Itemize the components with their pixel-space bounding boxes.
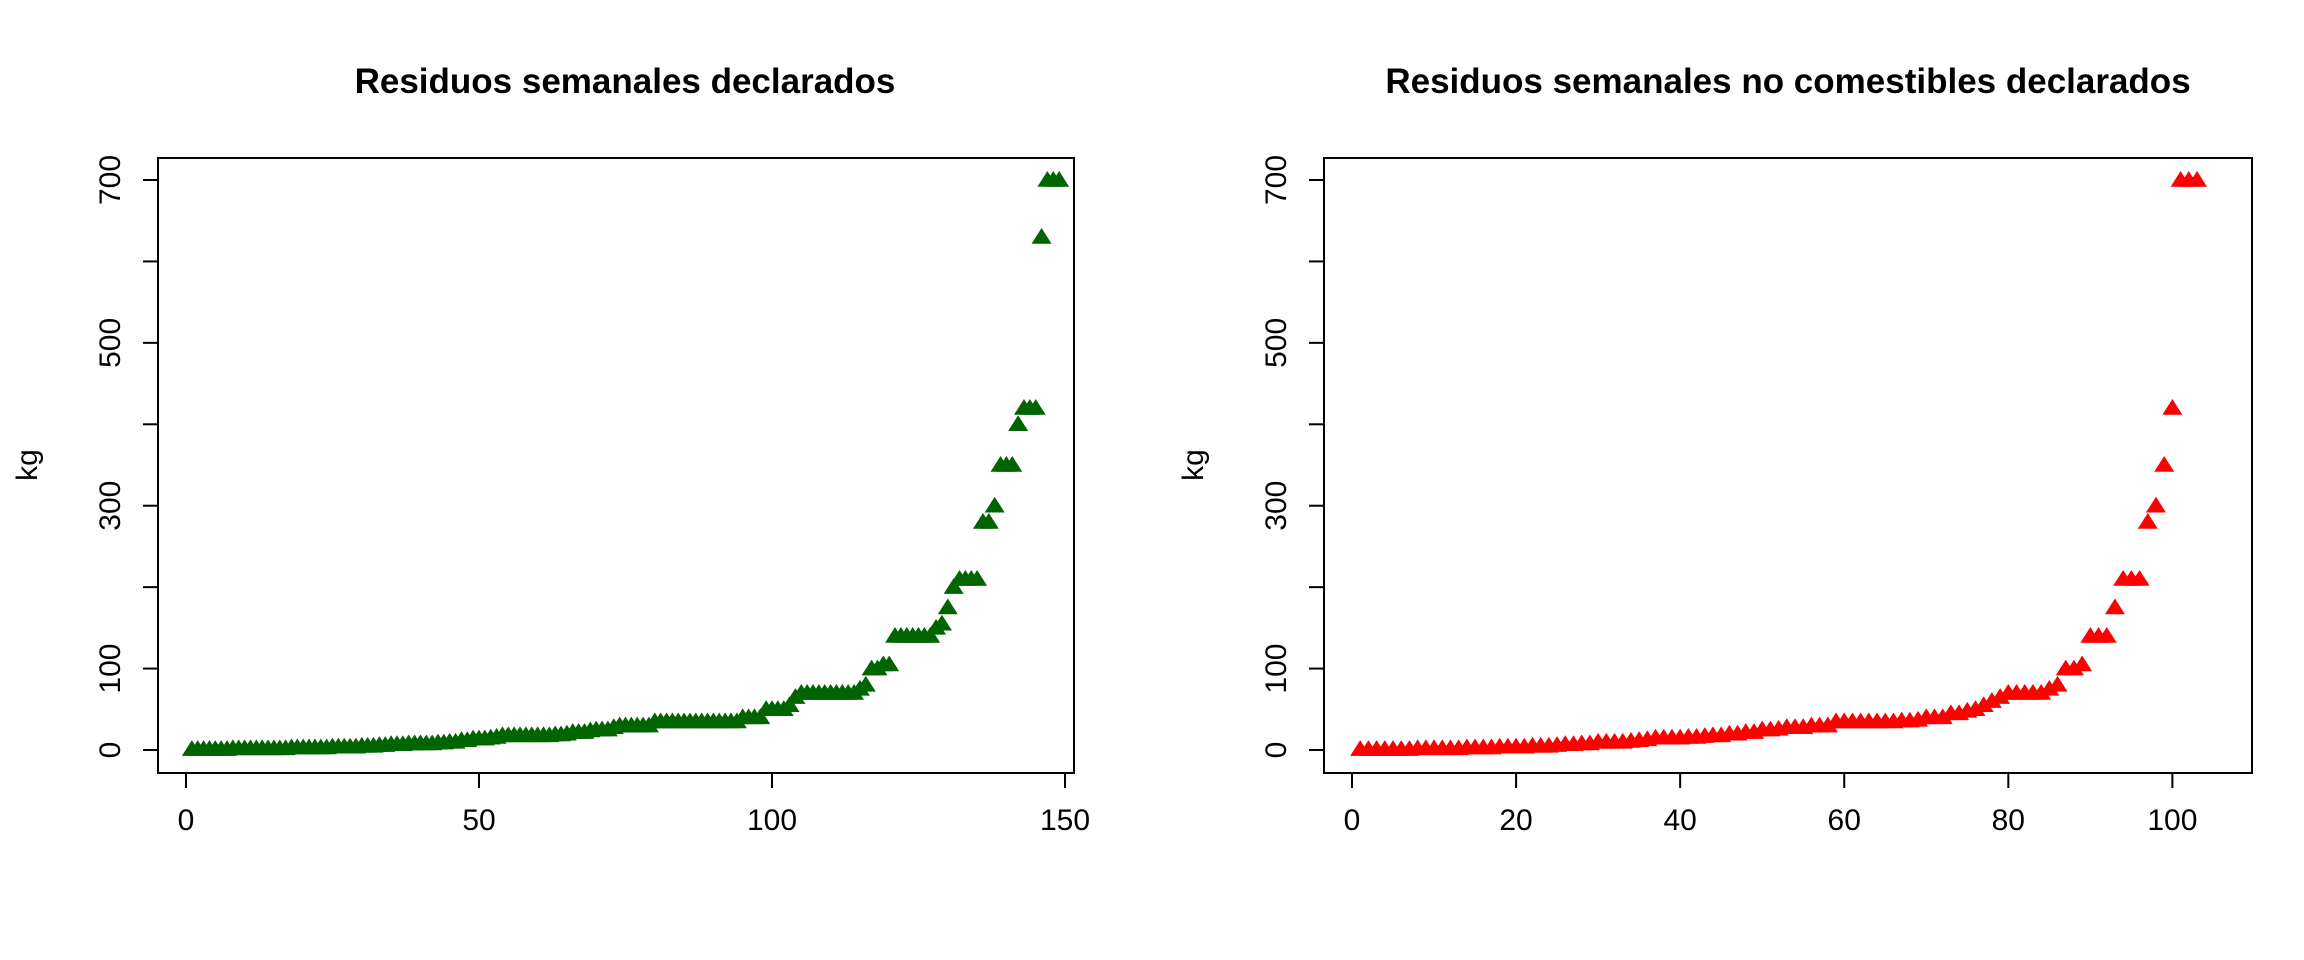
chart-title-left: Residuos semanales declarados — [355, 62, 896, 101]
data-point — [2072, 655, 2093, 672]
data-point — [967, 570, 988, 586]
data-point — [750, 708, 771, 725]
y-tick-label: 0 — [94, 742, 127, 759]
data-point — [879, 655, 900, 672]
y-tick-label: 500 — [1260, 318, 1293, 368]
x-tick-label: 20 — [1499, 804, 1532, 837]
y-tick-label: 100 — [94, 644, 127, 694]
data-point — [1049, 171, 1070, 187]
x-axis-right: 0 20 40 60 80 100 — [1344, 772, 2197, 837]
data-point — [984, 496, 1005, 513]
data-point — [855, 675, 876, 692]
plot-frame-left — [157, 157, 1075, 774]
data-point — [1002, 456, 1023, 472]
data-point — [1932, 708, 1953, 725]
y-tick-label: 500 — [94, 318, 127, 368]
y-axis-left: 0 100 300 500 700 — [94, 155, 159, 759]
data-point — [931, 614, 952, 631]
x-tick-label: 100 — [2147, 804, 2197, 837]
data-point — [1965, 700, 1986, 717]
data-point — [2063, 659, 2084, 676]
data-point — [1817, 716, 1838, 733]
data-point — [2187, 171, 2207, 187]
data-point — [1008, 415, 1029, 432]
x-tick-label: 0 — [178, 804, 195, 837]
data-point — [2047, 675, 2068, 692]
x-tick-label: 0 — [1344, 804, 1361, 837]
plot-frame-right — [1323, 157, 2253, 774]
y-tick-label: 700 — [1260, 155, 1293, 205]
y-tick-label: 100 — [1260, 644, 1293, 694]
series-points-left — [181, 171, 1070, 756]
x-tick-label: 80 — [1992, 804, 2025, 837]
y-tick-label: 300 — [94, 481, 127, 531]
x-tick-label: 150 — [1040, 804, 1090, 837]
y-axis-label-left: kg — [11, 449, 44, 481]
chart-title-right: Residuos semanales no comestibles declar… — [1385, 62, 2190, 101]
series-points-right — [1350, 171, 2207, 756]
data-point — [2154, 456, 2175, 472]
y-tick-label: 700 — [94, 155, 127, 205]
data-point — [1031, 228, 1052, 244]
data-point — [943, 578, 964, 594]
data-point — [978, 513, 999, 529]
data-point — [2039, 679, 2060, 696]
panel-right: Residuos semanales no comestibles declar… — [1177, 62, 2253, 837]
data-point — [2162, 399, 2183, 415]
x-tick-label: 50 — [462, 804, 495, 837]
data-point — [2104, 598, 2125, 615]
data-point — [1973, 696, 1994, 712]
y-axis-label-right: kg — [1177, 449, 1210, 481]
data-point — [1990, 688, 2011, 704]
y-tick-label: 300 — [1260, 481, 1293, 531]
y-tick-label: 0 — [1260, 742, 1293, 759]
data-point — [920, 627, 941, 643]
x-tick-label: 60 — [1828, 804, 1861, 837]
data-point — [2031, 684, 2052, 700]
data-point — [1025, 399, 1046, 415]
x-tick-label: 100 — [747, 804, 797, 837]
data-point — [2096, 627, 2117, 643]
data-point — [1981, 692, 2002, 708]
x-axis-left: 0 50 100 150 — [178, 772, 1090, 837]
data-point — [779, 696, 800, 712]
panel-left: Residuos semanales declarados kg 0 100 300… — [11, 62, 1090, 837]
x-tick-label: 40 — [1663, 804, 1696, 837]
y-axis-right: 0 100 300 500 700 — [1260, 155, 1325, 759]
data-point — [937, 598, 958, 615]
data-point — [2145, 496, 2166, 513]
data-point — [2137, 513, 2158, 529]
data-point — [2129, 570, 2150, 586]
